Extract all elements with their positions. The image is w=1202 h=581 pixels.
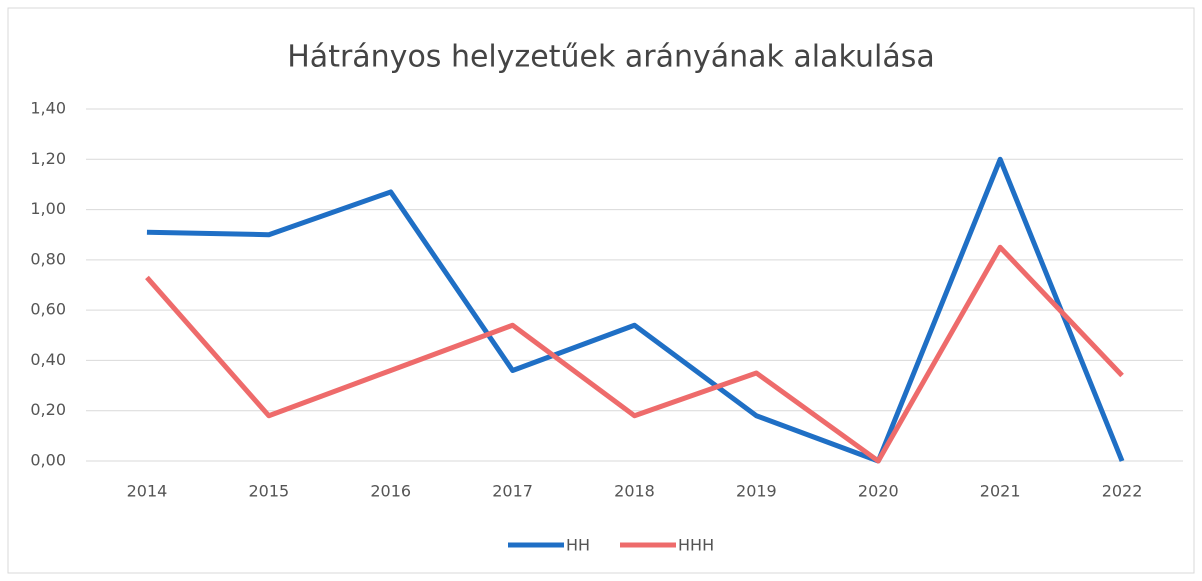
chart-border (7, 7, 1195, 574)
y-tick-label: 0,60 (30, 300, 66, 319)
y-tick-label: 0,00 (30, 451, 66, 470)
series-line (146, 156, 1125, 464)
x-tick-label: 2022 (1102, 482, 1143, 501)
x-tick-label: 2021 (980, 482, 1021, 501)
x-tick-label: 2014 (127, 482, 168, 501)
x-tick-label: 2015 (248, 482, 289, 501)
x-tick-label: 2020 (858, 482, 899, 501)
y-tick-label: 0,40 (30, 350, 66, 369)
legend-label: HH (566, 536, 590, 555)
x-tick-label: 2017 (492, 482, 533, 501)
x-tick-label: 2019 (736, 482, 777, 501)
y-tick-label: 1,40 (30, 99, 66, 118)
legend-label: HHH (678, 536, 714, 555)
x-tick-label: 2018 (614, 482, 655, 501)
series-line (145, 244, 1124, 464)
y-tick-label: 0,20 (30, 400, 66, 419)
y-tick-label: 0,80 (30, 249, 66, 268)
x-tick-label: 2016 (370, 482, 411, 501)
y-tick-label: 1,00 (30, 199, 66, 218)
y-tick-label: 1,20 (30, 149, 66, 168)
chart-title: Hátrányos helyzetűek arányának alakulása (287, 40, 934, 75)
